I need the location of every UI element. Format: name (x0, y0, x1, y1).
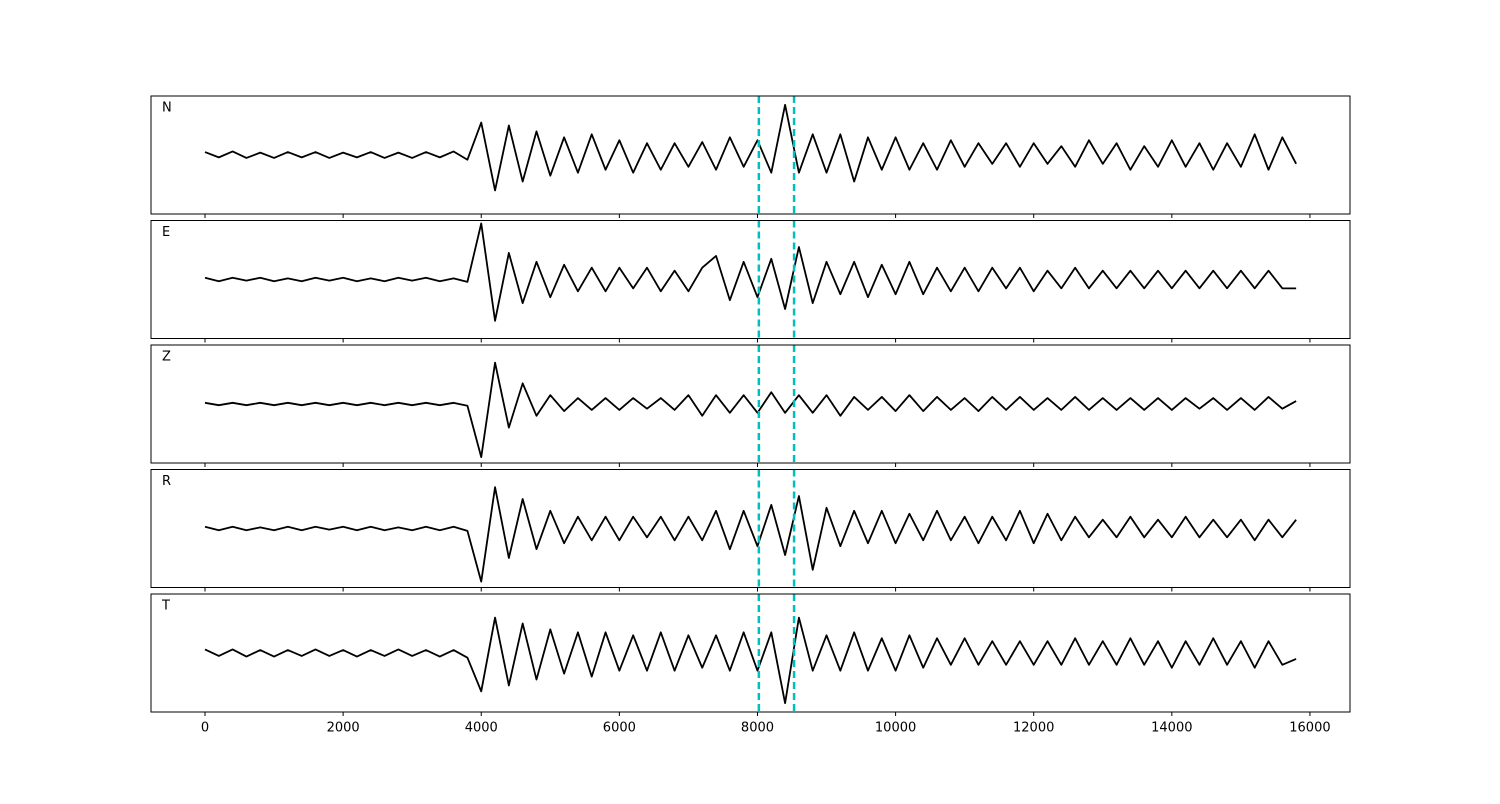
panel-label: T (161, 599, 170, 614)
trace (204, 616, 1297, 705)
x-tick-label: 16000 (1289, 721, 1330, 736)
trace (204, 486, 1297, 583)
panel-frame (150, 469, 1351, 588)
x-tick-label: 0 (201, 721, 209, 736)
x-tick-label: 6000 (603, 721, 636, 736)
x-tick-label: 4000 (465, 721, 498, 736)
panel-frame (150, 95, 1351, 215)
trace (204, 103, 1297, 192)
trace (204, 222, 1297, 322)
x-tick-label: 10000 (875, 721, 916, 736)
x-tick-label: 14000 (1151, 721, 1192, 736)
panel-label: N (162, 101, 172, 116)
panel-label: E (162, 225, 170, 240)
panel-frame (150, 593, 1351, 713)
trace (204, 361, 1297, 458)
panel-label: R (162, 474, 171, 489)
x-tick-label: 8000 (741, 721, 774, 736)
x-tick-label: 12000 (1013, 721, 1054, 736)
panel-label: Z (162, 350, 171, 365)
panel-frame (150, 220, 1351, 339)
x-tick-label: 2000 (327, 721, 360, 736)
panel-frame (150, 344, 1351, 464)
